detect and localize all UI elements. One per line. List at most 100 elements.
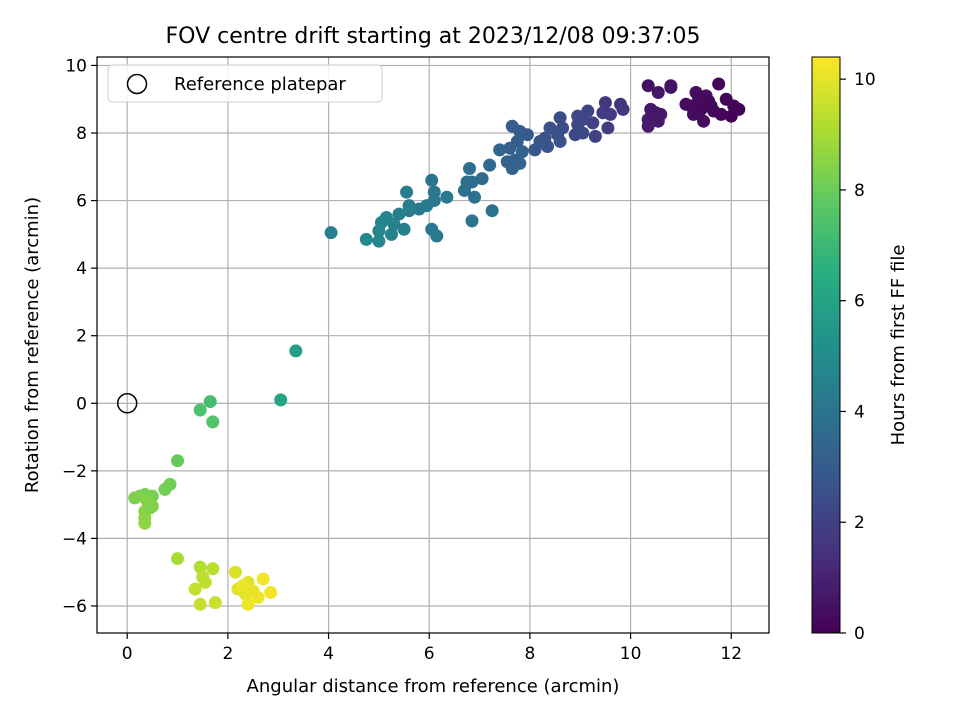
data-point — [468, 190, 482, 204]
data-point — [543, 121, 557, 135]
data-point — [483, 158, 497, 172]
grid — [97, 57, 769, 633]
data-point — [515, 145, 529, 159]
x-axis-ticks: 0 2 4 6 8 10 12 — [122, 633, 742, 664]
data-point — [457, 183, 471, 197]
data-point — [138, 516, 152, 530]
data-point — [598, 96, 612, 110]
data-point — [505, 119, 519, 133]
data-point — [553, 134, 567, 148]
data-point — [158, 482, 172, 496]
data-point — [241, 597, 255, 611]
data-point — [359, 232, 373, 246]
colorbar-label: Hours from first FF file — [888, 245, 909, 446]
data-point — [462, 161, 476, 175]
colorbar-tick-label: 0 — [854, 624, 865, 644]
data-point — [616, 102, 630, 116]
data-point — [203, 395, 217, 409]
data-point — [651, 85, 665, 99]
data-point — [553, 111, 567, 125]
data-point — [412, 202, 426, 216]
y-tick-label: 0 — [76, 394, 87, 414]
data-point — [171, 454, 185, 468]
legend-box — [107, 64, 383, 103]
data-point — [256, 572, 270, 586]
legend-label: Reference platepar — [174, 74, 346, 95]
data-point — [465, 214, 479, 228]
data-point — [384, 227, 398, 241]
data-point — [171, 552, 185, 566]
data-point — [485, 204, 499, 218]
chart-title: FOV centre drift starting at 2023/12/08 … — [166, 24, 701, 49]
data-point — [664, 80, 678, 94]
y-tick-label: −4 — [62, 529, 87, 549]
data-point — [198, 575, 212, 589]
data-point — [679, 97, 693, 111]
data-point — [251, 591, 265, 605]
y-axis-ticks: −6 −4 −2 0 2 4 6 8 10 — [62, 56, 97, 617]
y-tick-label: 10 — [65, 56, 87, 76]
data-point — [686, 107, 700, 121]
colorbar-tick-label: 10 — [854, 70, 876, 90]
data-point — [193, 597, 207, 611]
x-tick-label: 6 — [424, 644, 435, 664]
data-point — [475, 172, 489, 186]
data-point — [697, 114, 711, 128]
data-point — [641, 119, 655, 133]
data-point — [641, 79, 655, 93]
x-axis-label: Angular distance from reference (arcmin) — [247, 676, 620, 697]
data-point — [727, 99, 741, 113]
data-point — [402, 199, 416, 213]
y-tick-label: −2 — [62, 462, 87, 482]
y-axis-label: Rotation from reference (arcmin) — [22, 197, 43, 493]
data-point — [193, 403, 207, 417]
y-tick-label: 2 — [76, 327, 87, 347]
reference-platepar-marker — [116, 393, 138, 414]
data-point — [576, 126, 590, 140]
colorbar-tick-label: 6 — [854, 292, 865, 312]
y-tick-label: 4 — [76, 259, 87, 279]
x-tick-label: 8 — [524, 644, 535, 664]
x-tick-label: 4 — [323, 644, 334, 664]
data-point — [372, 224, 386, 238]
data-point — [707, 104, 721, 118]
data-point — [188, 582, 202, 596]
data-point — [206, 562, 220, 576]
data-point — [702, 94, 716, 108]
data-point — [193, 560, 207, 574]
data-point — [588, 129, 602, 143]
x-tick-label: 0 — [122, 644, 133, 664]
colorbar-tick-label: 4 — [854, 402, 865, 422]
data-point — [425, 173, 439, 187]
data-point — [206, 415, 220, 429]
legend: Reference platepar — [107, 64, 383, 103]
y-tick-label: −6 — [62, 597, 87, 617]
legend-marker-circle — [126, 73, 148, 95]
colorbar-ticks: 0 2 4 6 8 10 — [840, 70, 876, 644]
y-tick-label: 6 — [76, 192, 87, 212]
data-point — [228, 565, 242, 579]
data-point — [372, 234, 386, 248]
data-point — [264, 585, 278, 599]
data-point — [601, 121, 615, 135]
data-point — [400, 185, 414, 199]
data-point — [513, 156, 527, 170]
data-point — [289, 344, 303, 358]
data-point — [493, 143, 507, 157]
plot-frame — [96, 56, 770, 634]
data-point — [603, 107, 617, 121]
colorbar-tick-label: 8 — [854, 181, 865, 201]
x-tick-label: 2 — [222, 644, 233, 664]
data-point — [143, 501, 157, 515]
data-point — [324, 226, 338, 240]
data-points — [128, 77, 746, 611]
colorbar-tick-label: 2 — [854, 513, 865, 533]
data-point — [503, 141, 517, 155]
data-point — [528, 143, 542, 157]
x-tick-label: 10 — [620, 644, 642, 664]
data-point — [236, 579, 250, 593]
data-point — [397, 222, 411, 236]
x-tick-label: 12 — [720, 644, 742, 664]
data-point — [571, 109, 585, 123]
